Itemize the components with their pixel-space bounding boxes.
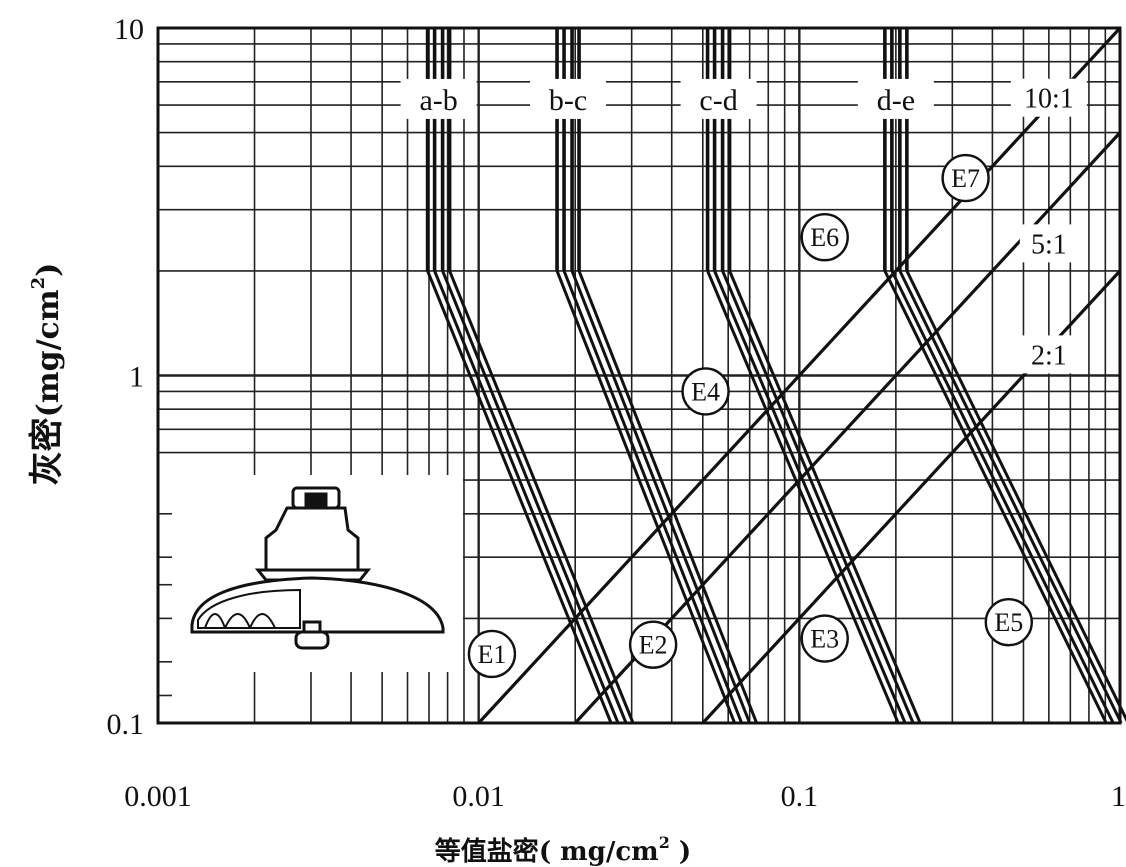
band-line-diagonal (426, 270, 613, 724)
zone-label: a-b (419, 84, 457, 117)
band-line-diagonal (905, 270, 1126, 722)
band-line-diagonal (555, 270, 737, 724)
point-marker (941, 153, 990, 203)
axis-ticks: 0.001 0.01 0.1 1 0.1 1 10 (107, 13, 1126, 813)
ratio-label-box (1019, 224, 1078, 263)
point-label: E3 (810, 625, 839, 654)
insulator-pin (294, 630, 330, 650)
point-label: E5 (994, 608, 1023, 637)
y-tick-label: 1 (129, 361, 144, 394)
x-tick-label: 1 (1111, 780, 1126, 813)
point-marker (681, 367, 730, 416)
point-marker (800, 213, 849, 262)
point-label: E4 (691, 377, 720, 406)
band-line-diagonal (713, 270, 907, 724)
x-tick-label: 0.001 (124, 780, 192, 813)
ratio-labels: 10:1 5:1 2:1 (1010, 78, 1087, 374)
x-axis-title-unit: ( mg/cm (539, 837, 659, 867)
band-line-diagonal (728, 270, 922, 724)
point-marker (628, 620, 678, 669)
y-axis-title-unit: (mg/cm (31, 289, 66, 417)
x-tick-label: 0.01 (452, 780, 505, 813)
point-label: E6 (810, 223, 839, 252)
insulator-icon (190, 486, 445, 650)
zone-label-box (680, 78, 757, 119)
x-tick-label: 0.1 (781, 780, 819, 813)
band-line-diagonal (562, 270, 744, 724)
point-label: E1 (477, 640, 506, 669)
pollution-class-bands (425, 28, 1126, 724)
y-axis-title-sup: 2 (28, 277, 49, 290)
point-marker (984, 598, 1033, 647)
y-tick-label: 10 (114, 13, 144, 46)
y-axis-title: 灰密(mg/cm2) (27, 263, 67, 486)
zone-label: b-c (549, 84, 587, 117)
point-label: E7 (951, 164, 980, 193)
ratio-label-box (1010, 78, 1087, 117)
y-axis-title-close: ) (31, 263, 66, 277)
plot-frame (156, 26, 1122, 725)
point-label: E2 (639, 631, 668, 660)
insulator-pin-neck (302, 620, 322, 632)
point-marker (467, 629, 517, 679)
x-axis-title-sup: 2 (659, 833, 670, 852)
y-tick-label: 0.1 (107, 708, 145, 741)
band-gap (709, 275, 729, 723)
zone-label: c-d (699, 84, 737, 117)
ratio-label-box (1019, 335, 1078, 374)
band-line-diagonal (433, 270, 620, 724)
ratio-line (477, 26, 1122, 725)
insulator-collar (254, 568, 372, 582)
ratio-label: 10:1 (1024, 84, 1074, 115)
y-axis-title-main: 灰密 (27, 417, 67, 485)
zone-label-box (857, 78, 934, 119)
band-line-diagonal (898, 270, 1123, 724)
ratio-label: 2:1 (1031, 340, 1067, 371)
band-line-diagonal (706, 270, 900, 724)
ratio-label: 5:1 (1031, 229, 1067, 260)
x-axis-title: 等值盐密( mg/cm2 ) (435, 833, 691, 867)
zone-label-box (530, 78, 607, 119)
zone-label-box (400, 78, 477, 119)
band-line-diagonal (570, 270, 752, 724)
point-marker (800, 614, 849, 663)
insulator-shed-hatch (197, 588, 301, 629)
zone-label: d-e (877, 84, 915, 117)
band-line-diagonal (441, 270, 628, 724)
band-line-diagonal (448, 270, 635, 724)
insulator-ribs (204, 613, 276, 629)
band-line-diagonal (721, 270, 915, 724)
insulator-inset (157, 475, 463, 723)
sample-points: E1 E2 E3 E4 E5 E6 E7 (467, 153, 1033, 679)
x-axis-title-close: ) (670, 837, 691, 867)
zone-labels: a-b b-c c-d d-e (400, 78, 934, 119)
insulator-cap-inner (304, 492, 328, 510)
band-line-diagonal (577, 270, 759, 724)
x-axis-title-main: 等值盐密 (435, 836, 539, 867)
band-line-diagonal (890, 270, 1115, 724)
